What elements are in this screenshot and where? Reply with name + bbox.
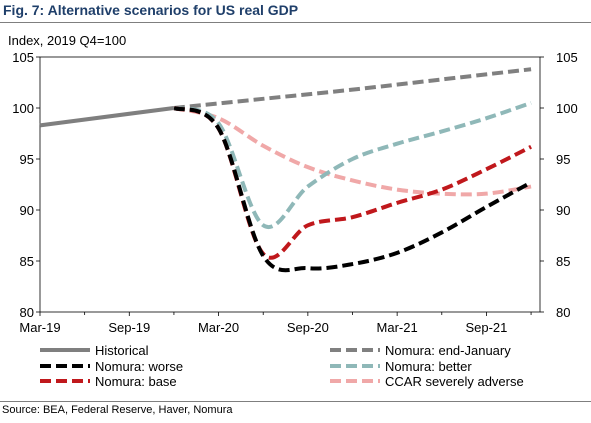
series-line-nomura-worse (173, 106, 533, 273)
x-tick-label: Mar-21 (377, 320, 418, 335)
series-line-nomura-base (173, 106, 532, 260)
y-axis-label: Index, 2019 Q4=100 (8, 33, 126, 48)
y-tick-label-left: 80 (20, 305, 34, 320)
x-tick-label: Sep-21 (465, 320, 507, 335)
x-tick-label: Sep-19 (108, 320, 150, 335)
series-line-nomura-end-january (173, 67, 532, 110)
source-note: Source: BEA, Federal Reserve, Haver, Nom… (2, 404, 233, 416)
y-tick-label-left: 95 (20, 152, 34, 167)
title-divider (0, 22, 591, 23)
y-tick-label-right: 90 (556, 203, 570, 218)
line-chart: 80 85 90 95 100 105 80 85 90 95 100 105 Mar-19 Sep-… (8, 33, 578, 389)
x-tick-label: Sep-20 (287, 320, 329, 335)
legend-label-nomura-worse: Nomura: worse (95, 359, 183, 374)
y-tick-label-right: 105 (556, 50, 578, 65)
y-tick-label-right: 95 (556, 152, 570, 167)
legend-label-nomura-better: Nomura: better (385, 359, 472, 374)
x-tick-label: Mar-19 (19, 320, 60, 335)
y-tick-label-left: 85 (20, 254, 34, 269)
y-tick-label-left: 105 (12, 50, 34, 65)
legend-label-historical: Historical (95, 343, 149, 358)
series-line-ccar-severely-adverse (173, 106, 532, 197)
x-tick-label: Mar-20 (198, 320, 239, 335)
legend-label-ccar-severely-adverse: CCAR severely adverse (385, 374, 524, 389)
y-tick-label-right: 100 (556, 101, 578, 116)
y-tick-label-right: 85 (556, 254, 570, 269)
y-tick-label-left: 90 (20, 203, 34, 218)
y-tick-label-left: 100 (12, 101, 34, 116)
series-line-historical (39, 106, 175, 128)
chart-title: Fig. 7: Alternative scenarios for US rea… (3, 2, 299, 18)
y-tick-label-right: 80 (556, 305, 570, 320)
source-divider (0, 401, 591, 402)
legend-label-nomura-base: Nomura: base (95, 374, 177, 389)
plot-frame (39, 56, 541, 313)
legend-label-nomura-end-january: Nomura: end-January (385, 343, 511, 358)
